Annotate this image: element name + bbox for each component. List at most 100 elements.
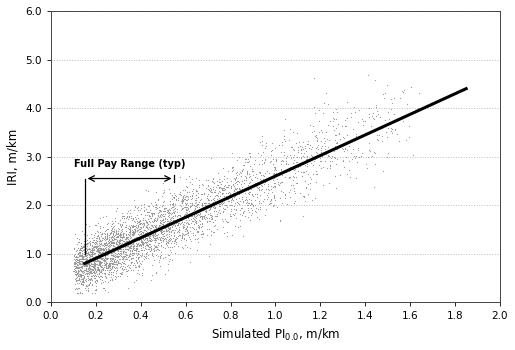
- Point: [235, 186, 243, 191]
- Point: [238, 194, 246, 199]
- Point: [195, 209, 203, 215]
- Point: [100, 256, 109, 262]
- Point: [100, 253, 109, 259]
- Point: [95, 274, 104, 279]
- Point: [171, 201, 179, 206]
- Point: [223, 179, 231, 185]
- Point: [311, 133, 319, 139]
- Point: [112, 241, 120, 247]
- Point: [112, 228, 120, 234]
- Point: [179, 215, 187, 221]
- Point: [84, 267, 93, 273]
- Point: [128, 237, 136, 242]
- Point: [217, 216, 226, 222]
- Point: [102, 247, 110, 252]
- Point: [390, 118, 398, 123]
- Point: [180, 214, 188, 219]
- Point: [92, 268, 100, 274]
- Point: [91, 279, 99, 284]
- Point: [80, 269, 88, 274]
- Point: [181, 226, 190, 232]
- Point: [157, 244, 165, 249]
- Point: [129, 215, 137, 220]
- Point: [95, 251, 104, 257]
- Point: [251, 174, 259, 180]
- Point: [75, 264, 83, 270]
- Point: [118, 250, 127, 255]
- Point: [202, 177, 211, 182]
- Point: [94, 257, 102, 263]
- Point: [152, 270, 160, 275]
- Point: [123, 256, 131, 261]
- Point: [126, 240, 134, 246]
- Point: [133, 225, 142, 230]
- Point: [228, 203, 236, 208]
- Point: [132, 241, 141, 247]
- Point: [295, 139, 303, 145]
- Point: [210, 223, 218, 229]
- Point: [128, 217, 136, 223]
- Point: [211, 204, 219, 210]
- Point: [103, 267, 111, 273]
- Point: [164, 213, 173, 218]
- Point: [102, 265, 110, 271]
- Point: [214, 198, 222, 204]
- Point: [124, 285, 132, 291]
- Point: [390, 96, 398, 101]
- Point: [253, 180, 262, 186]
- Point: [149, 232, 158, 238]
- Point: [289, 164, 298, 169]
- Point: [113, 267, 122, 273]
- Point: [77, 254, 85, 260]
- Point: [119, 264, 128, 269]
- Point: [316, 158, 324, 164]
- Point: [102, 252, 110, 258]
- Point: [103, 249, 111, 255]
- Point: [82, 257, 91, 262]
- Point: [108, 264, 116, 270]
- Point: [177, 237, 185, 243]
- Point: [165, 226, 174, 232]
- Point: [174, 212, 182, 218]
- Point: [122, 234, 130, 239]
- Point: [203, 197, 212, 202]
- Point: [223, 204, 231, 210]
- Point: [354, 146, 362, 151]
- Point: [150, 226, 159, 232]
- Point: [119, 240, 128, 245]
- Point: [99, 247, 107, 253]
- Point: [119, 231, 127, 237]
- Point: [176, 217, 184, 223]
- Point: [117, 223, 125, 229]
- Point: [74, 271, 82, 276]
- Point: [209, 179, 217, 184]
- Point: [97, 260, 105, 266]
- Point: [319, 150, 327, 156]
- Point: [198, 214, 206, 219]
- Point: [145, 237, 153, 242]
- Point: [96, 255, 105, 260]
- Point: [100, 259, 109, 264]
- Point: [151, 223, 160, 229]
- Point: [108, 252, 116, 257]
- Point: [248, 208, 256, 213]
- Point: [136, 211, 145, 216]
- Point: [151, 217, 159, 223]
- Point: [126, 210, 134, 216]
- Point: [140, 227, 148, 232]
- Point: [198, 202, 207, 207]
- Point: [81, 285, 90, 291]
- Point: [193, 210, 201, 215]
- Point: [224, 190, 232, 196]
- Point: [99, 285, 108, 291]
- Point: [178, 230, 186, 236]
- Point: [105, 261, 113, 266]
- Point: [236, 223, 244, 229]
- Point: [188, 192, 196, 197]
- Point: [81, 262, 90, 267]
- Point: [330, 127, 338, 133]
- Point: [102, 253, 111, 258]
- Point: [299, 214, 307, 219]
- Point: [95, 261, 104, 266]
- Point: [173, 216, 181, 222]
